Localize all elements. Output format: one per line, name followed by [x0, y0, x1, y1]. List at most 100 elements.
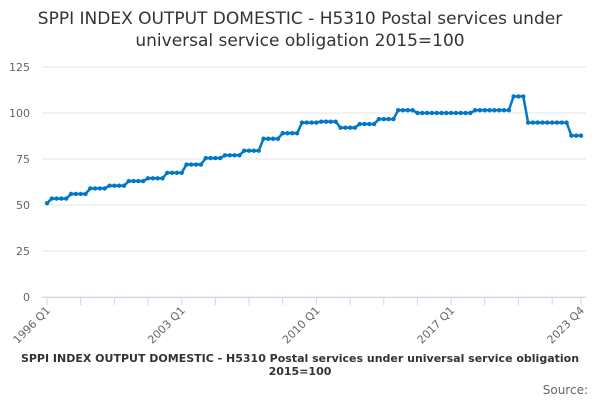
data-point[interactable] [444, 110, 449, 116]
data-point[interactable] [395, 108, 401, 113]
data-point[interactable] [251, 148, 257, 153]
data-point[interactable] [319, 119, 324, 124]
data-point[interactable] [472, 108, 478, 113]
data-point[interactable] [458, 110, 463, 116]
data-point[interactable] [78, 191, 83, 197]
data-point[interactable] [112, 183, 117, 188]
data-point[interactable] [371, 121, 377, 127]
data-point[interactable] [367, 121, 372, 127]
data-point[interactable] [492, 108, 497, 113]
data-point[interactable] [434, 110, 439, 116]
data-point[interactable] [501, 108, 507, 113]
data-point[interactable] [294, 131, 300, 136]
data-point[interactable] [92, 186, 98, 191]
data-point[interactable] [554, 120, 560, 125]
data-point[interactable] [59, 196, 64, 201]
data-point[interactable] [165, 170, 170, 175]
data-point[interactable] [179, 170, 184, 175]
data-point[interactable] [391, 116, 396, 122]
data-point[interactable] [362, 121, 367, 127]
data-point[interactable] [468, 110, 473, 116]
data-point[interactable] [141, 178, 146, 184]
data-point[interactable] [222, 153, 228, 158]
data-point[interactable] [535, 120, 540, 125]
data-point[interactable] [261, 136, 266, 141]
data-point[interactable] [116, 183, 122, 188]
data-point[interactable] [381, 116, 386, 122]
data-point[interactable] [376, 116, 382, 122]
data-point[interactable] [530, 120, 536, 125]
data-point[interactable] [573, 133, 579, 138]
data-point[interactable] [270, 136, 276, 141]
data-point[interactable] [198, 162, 204, 167]
data-point[interactable] [482, 108, 487, 113]
data-point[interactable] [545, 120, 550, 125]
data-point[interactable] [559, 120, 564, 125]
data-point[interactable] [352, 125, 358, 130]
data-point[interactable] [347, 125, 353, 130]
data-point[interactable] [232, 153, 237, 158]
data-point[interactable] [343, 125, 348, 130]
data-point[interactable] [280, 131, 285, 136]
data-point[interactable] [506, 108, 512, 113]
data-point[interactable] [193, 162, 199, 167]
data-point[interactable] [73, 191, 79, 197]
data-point[interactable] [429, 110, 435, 116]
data-point[interactable] [410, 108, 415, 113]
data-point[interactable] [88, 186, 93, 191]
data-point[interactable] [314, 120, 319, 125]
data-point[interactable] [126, 178, 131, 184]
data-point[interactable] [213, 155, 218, 161]
data-point[interactable] [333, 119, 338, 124]
data-point[interactable] [184, 162, 189, 167]
data-point[interactable] [203, 155, 208, 161]
data-point[interactable] [246, 148, 252, 153]
data-point[interactable] [217, 155, 223, 161]
data-point[interactable] [463, 110, 468, 116]
data-point[interactable] [299, 120, 305, 125]
data-point[interactable] [477, 108, 483, 113]
data-point[interactable] [564, 120, 569, 125]
data-point[interactable] [578, 133, 584, 138]
data-point[interactable] [83, 191, 88, 197]
data-point[interactable] [131, 178, 136, 184]
data-point[interactable] [266, 136, 271, 141]
data-point[interactable] [521, 94, 526, 99]
data-point[interactable] [400, 108, 406, 113]
data-point[interactable] [309, 120, 314, 125]
data-point[interactable] [525, 120, 531, 125]
data-point[interactable] [54, 196, 59, 201]
data-point[interactable] [68, 191, 74, 197]
data-point[interactable] [549, 120, 555, 125]
legend-series-label[interactable]: SPPI INDEX OUTPUT DOMESTIC - H5310 Posta… [20, 352, 580, 378]
data-point[interactable] [386, 116, 391, 122]
data-point[interactable] [150, 176, 156, 181]
data-point[interactable] [256, 148, 261, 153]
data-point[interactable] [290, 131, 295, 136]
data-point[interactable] [511, 94, 516, 99]
data-point[interactable] [357, 121, 362, 127]
data-point[interactable] [420, 110, 425, 116]
data-point[interactable] [328, 119, 334, 124]
data-point[interactable] [540, 120, 545, 125]
data-point[interactable] [424, 110, 430, 116]
data-point[interactable] [323, 119, 329, 124]
data-point[interactable] [497, 108, 502, 113]
data-point[interactable] [107, 183, 112, 188]
data-point[interactable] [155, 176, 160, 181]
data-point[interactable] [448, 110, 454, 116]
data-point[interactable] [237, 153, 242, 158]
data-point[interactable] [304, 120, 309, 125]
data-point[interactable] [338, 125, 343, 130]
data-point[interactable] [487, 108, 492, 113]
data-point[interactable] [44, 200, 50, 206]
data-point[interactable] [227, 153, 233, 158]
data-point[interactable] [208, 155, 213, 161]
data-point[interactable] [189, 162, 194, 167]
data-point[interactable] [242, 148, 247, 153]
data-point[interactable] [275, 136, 281, 141]
data-point[interactable] [439, 110, 444, 116]
data-point[interactable] [169, 170, 175, 175]
data-point[interactable] [405, 108, 411, 113]
data-point[interactable] [285, 131, 290, 136]
